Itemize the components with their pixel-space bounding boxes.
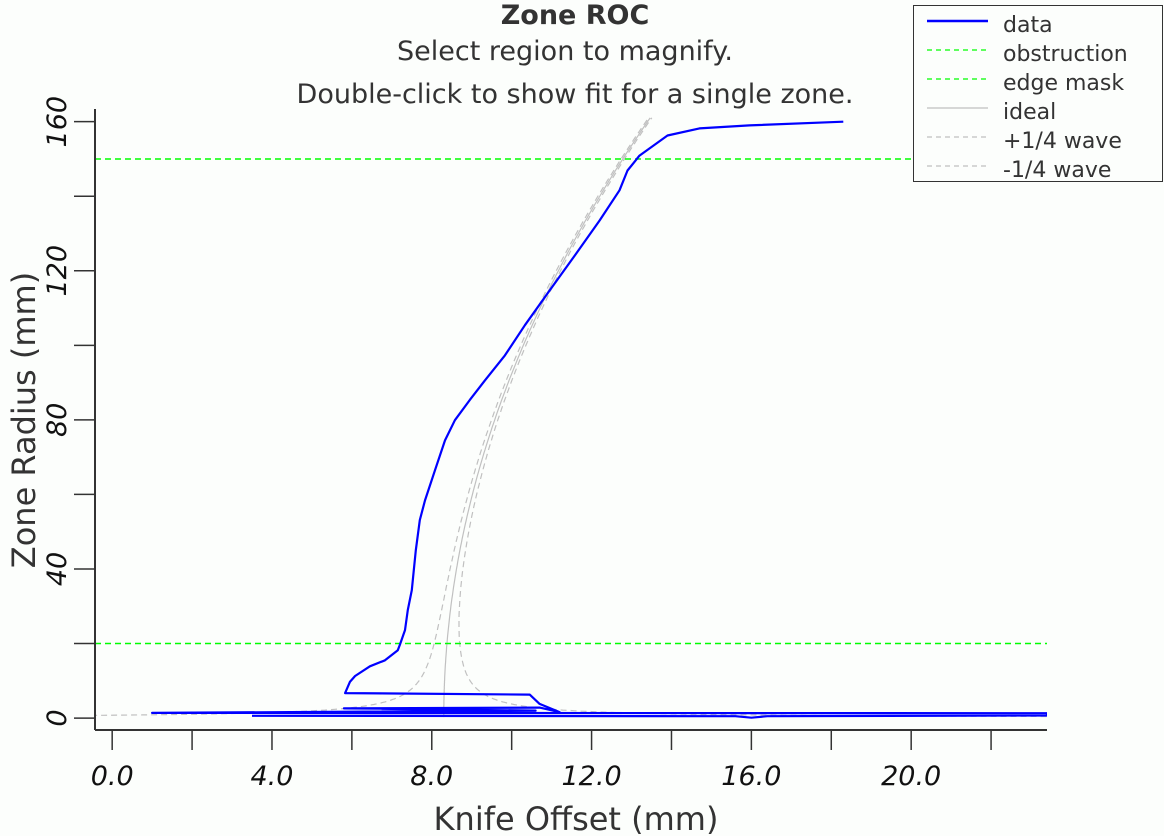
series-1-4-wave [96,117,650,716]
legend-label: data [1003,13,1053,38]
chart-title: Zone ROC [501,0,650,31]
legend-label: ideal [1003,100,1056,125]
legend-item[interactable]: obstruction [927,42,1128,67]
legend[interactable]: data obstruction edge mask ideal +1/4 wave -1… [913,5,1163,184]
y-tick-label: 0 [42,709,73,726]
legend-item[interactable]: -1/4 wave [927,158,1111,183]
plot-area[interactable] [0,117,1164,719]
legend-item[interactable]: data [927,13,1053,38]
series-1-4-wave [458,117,1047,718]
legend-item[interactable]: +1/4 wave [927,129,1122,154]
y-tick-label: 160 [42,96,73,148]
x-axis-label: Knife Offset (mm) [434,800,719,836]
legend-label: -1/4 wave [1003,158,1111,183]
x-tick-label: 8.0 [410,761,453,792]
legend-item[interactable]: ideal [927,100,1056,125]
x-tick-label: 16.0 [721,761,781,792]
x-tick-label: 0.0 [91,761,134,792]
legend-item[interactable]: edge mask [927,71,1124,96]
legend-label: edge mask [1003,71,1124,96]
x-tick-label: 20.0 [881,761,941,792]
y-tick-label: 80 [42,403,73,437]
legend-label: +1/4 wave [1003,129,1122,154]
x-tick-label: 4.0 [251,761,294,792]
series-data [151,120,1047,719]
y-tick-label: 120 [42,245,73,297]
y-tick-label: 40 [42,552,73,586]
y-axis-label: Zone Radius (mm) [5,272,43,568]
legend-label: obstruction [1003,42,1128,67]
chart-subtitle-1: Select region to magnify. [397,36,733,67]
chart-subtitle-2: Double-click to show fit for a single zo… [297,79,854,110]
x-tick-label: 12.0 [562,761,622,792]
legend-box [913,5,1163,182]
series-ideal [443,117,651,718]
